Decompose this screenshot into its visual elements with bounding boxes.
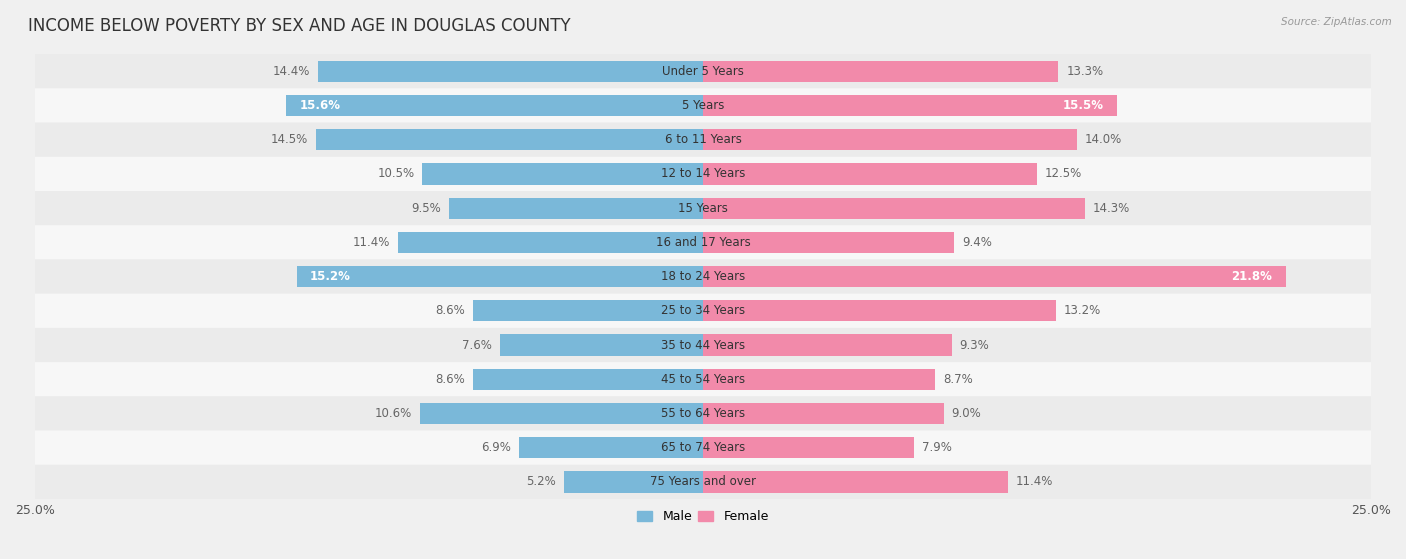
Bar [703, 129, 1077, 150]
Text: 9.4%: 9.4% [962, 236, 993, 249]
FancyBboxPatch shape [35, 122, 1371, 157]
Bar [474, 300, 703, 321]
Bar [703, 232, 955, 253]
Bar [703, 300, 1056, 321]
Text: 14.4%: 14.4% [273, 65, 311, 78]
Bar [703, 163, 1038, 184]
Text: 10.5%: 10.5% [377, 167, 415, 181]
Text: Source: ZipAtlas.com: Source: ZipAtlas.com [1281, 17, 1392, 27]
Bar [519, 437, 703, 458]
Text: 9.3%: 9.3% [959, 339, 990, 352]
Text: 6 to 11 Years: 6 to 11 Years [665, 133, 741, 146]
Text: 8.7%: 8.7% [943, 373, 973, 386]
Bar [703, 60, 1059, 82]
Text: 55 to 64 Years: 55 to 64 Years [661, 407, 745, 420]
Bar [474, 368, 703, 390]
Bar [703, 197, 1085, 219]
Bar [398, 232, 703, 253]
Text: 9.5%: 9.5% [412, 202, 441, 215]
Text: 14.3%: 14.3% [1092, 202, 1130, 215]
Bar [501, 334, 703, 356]
Text: 12 to 14 Years: 12 to 14 Years [661, 167, 745, 181]
Text: 11.4%: 11.4% [353, 236, 391, 249]
FancyBboxPatch shape [35, 191, 1371, 225]
Bar [449, 197, 703, 219]
Bar [703, 266, 1285, 287]
Text: 8.6%: 8.6% [436, 304, 465, 318]
Legend: Male, Female: Male, Female [633, 505, 773, 528]
Bar [422, 163, 703, 184]
Text: 14.0%: 14.0% [1085, 133, 1122, 146]
Text: 7.6%: 7.6% [463, 339, 492, 352]
Text: 10.6%: 10.6% [374, 407, 412, 420]
Bar [703, 403, 943, 424]
Bar [564, 471, 703, 492]
Text: 11.4%: 11.4% [1015, 476, 1053, 489]
Bar [315, 129, 703, 150]
Text: 18 to 24 Years: 18 to 24 Years [661, 270, 745, 283]
Text: 12.5%: 12.5% [1045, 167, 1083, 181]
Text: 16 and 17 Years: 16 and 17 Years [655, 236, 751, 249]
Text: 35 to 44 Years: 35 to 44 Years [661, 339, 745, 352]
Bar [297, 266, 703, 287]
Bar [703, 334, 952, 356]
Bar [287, 95, 703, 116]
Text: Under 5 Years: Under 5 Years [662, 65, 744, 78]
Text: 13.3%: 13.3% [1066, 65, 1104, 78]
FancyBboxPatch shape [35, 157, 1371, 191]
Text: 9.0%: 9.0% [952, 407, 981, 420]
Text: INCOME BELOW POVERTY BY SEX AND AGE IN DOUGLAS COUNTY: INCOME BELOW POVERTY BY SEX AND AGE IN D… [28, 17, 571, 35]
Text: 5 Years: 5 Years [682, 99, 724, 112]
FancyBboxPatch shape [35, 328, 1371, 362]
Text: 6.9%: 6.9% [481, 441, 510, 454]
Text: 21.8%: 21.8% [1232, 270, 1272, 283]
Text: 15.6%: 15.6% [299, 99, 340, 112]
Text: 25 to 34 Years: 25 to 34 Years [661, 304, 745, 318]
Bar [703, 368, 935, 390]
FancyBboxPatch shape [35, 362, 1371, 396]
FancyBboxPatch shape [35, 293, 1371, 328]
Text: 15.5%: 15.5% [1063, 99, 1104, 112]
FancyBboxPatch shape [35, 259, 1371, 293]
Text: 15 Years: 15 Years [678, 202, 728, 215]
FancyBboxPatch shape [35, 54, 1371, 88]
Bar [703, 437, 914, 458]
Bar [703, 95, 1118, 116]
Text: 15.2%: 15.2% [311, 270, 352, 283]
FancyBboxPatch shape [35, 396, 1371, 430]
Text: 7.9%: 7.9% [922, 441, 952, 454]
Text: 65 to 74 Years: 65 to 74 Years [661, 441, 745, 454]
FancyBboxPatch shape [35, 88, 1371, 122]
Bar [703, 471, 1008, 492]
Text: 75 Years and over: 75 Years and over [650, 476, 756, 489]
Bar [420, 403, 703, 424]
Text: 14.5%: 14.5% [270, 133, 308, 146]
FancyBboxPatch shape [35, 225, 1371, 259]
FancyBboxPatch shape [35, 465, 1371, 499]
FancyBboxPatch shape [35, 430, 1371, 465]
Bar [318, 60, 703, 82]
Text: 8.6%: 8.6% [436, 373, 465, 386]
Text: 5.2%: 5.2% [526, 476, 555, 489]
Text: 13.2%: 13.2% [1064, 304, 1101, 318]
Text: 45 to 54 Years: 45 to 54 Years [661, 373, 745, 386]
